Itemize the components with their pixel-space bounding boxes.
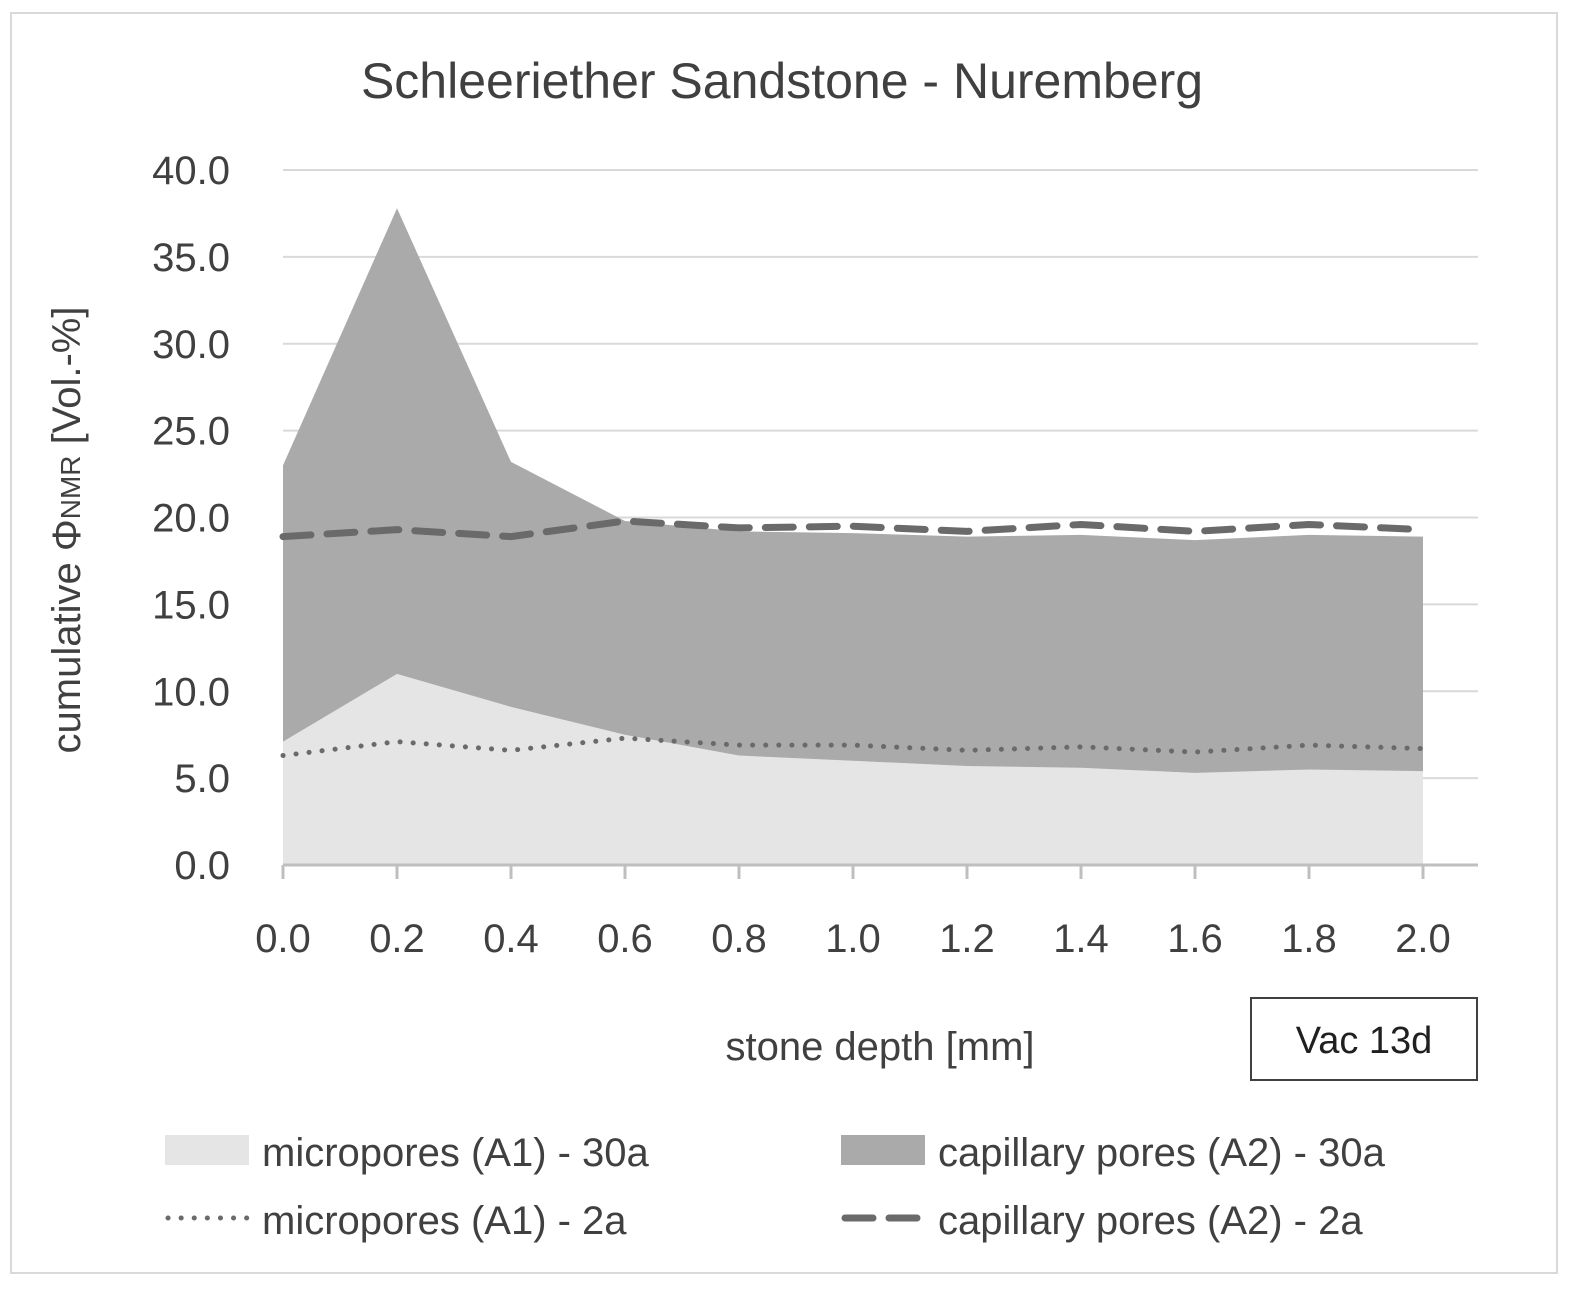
x-tick-label: 1.2 bbox=[939, 917, 995, 961]
legend-item: capillary pores (A2) - 30a bbox=[841, 1131, 1386, 1175]
line-capillary-pores-2a bbox=[279, 517, 1427, 541]
x-tick-label: 1.0 bbox=[825, 917, 881, 961]
x-tick-label: 0.6 bbox=[597, 917, 653, 961]
y-tick-label: 0.0 bbox=[174, 844, 230, 888]
legend: micropores (A1) - 30a capillary pores (A2… bbox=[165, 1131, 1386, 1243]
x-axis-label: stone depth [mm] bbox=[725, 1025, 1034, 1069]
y-tick-label: 20.0 bbox=[152, 497, 230, 541]
annotation-text: Vac 13d bbox=[1296, 1020, 1433, 1062]
y-axis-label-suffix: [Vol.-%] bbox=[45, 307, 89, 456]
x-axis-ticks: 0.0 0.2 0.4 0.6 0.8 1.0 1.2 1.4 1.6 1.8 2.0 bbox=[255, 917, 1451, 961]
y-axis-ticks: 0.0 5.0 10.0 15.0 20.0 25.0 30.0 35.0 40.0 bbox=[152, 149, 230, 888]
y-tick-label: 5.0 bbox=[174, 757, 230, 801]
y-tick-label: 25.0 bbox=[152, 410, 230, 454]
area-micropores-30a bbox=[283, 673, 1423, 865]
x-axis bbox=[281, 863, 1478, 879]
y-tick-label: 40.0 bbox=[152, 149, 230, 193]
x-tick-label: 0.0 bbox=[255, 917, 311, 961]
x-tick-label: 1.6 bbox=[1167, 917, 1223, 961]
x-tick-label: 0.8 bbox=[711, 917, 767, 961]
legend-label: micropores (A1) - 2a bbox=[262, 1199, 627, 1243]
line-series bbox=[279, 517, 1427, 759]
y-tick-label: 15.0 bbox=[152, 583, 230, 627]
area-capillary-pores-30a bbox=[283, 208, 1423, 866]
x-tick-label: 1.4 bbox=[1053, 917, 1109, 961]
chart-title: Schleeriether Sandstone - Nuremberg bbox=[361, 53, 1203, 109]
x-tick-label: 1.8 bbox=[1281, 917, 1337, 961]
legend-label: micropores (A1) - 30a bbox=[262, 1131, 650, 1175]
x-tick-label: 0.4 bbox=[483, 917, 539, 961]
legend-swatch bbox=[165, 1135, 249, 1165]
y-tick-label: 30.0 bbox=[152, 323, 230, 367]
y-tick-label: 35.0 bbox=[152, 236, 230, 280]
legend-swatch bbox=[841, 1135, 925, 1165]
x-tick-label: 0.2 bbox=[369, 917, 425, 961]
legend-item: capillary pores (A2) - 2a bbox=[841, 1199, 1363, 1243]
y-axis-label-prefix: cumulative Φ bbox=[45, 519, 89, 753]
legend-item: micropores (A1) - 2a bbox=[165, 1199, 627, 1243]
annotation-box bbox=[1250, 997, 1478, 1081]
area-series bbox=[283, 208, 1423, 866]
legend-label: capillary pores (A2) - 2a bbox=[938, 1199, 1363, 1243]
x-tick-label: 2.0 bbox=[1395, 917, 1451, 961]
y-axis-label-subscript: NMR bbox=[55, 455, 86, 519]
y-tick-label: 10.0 bbox=[152, 670, 230, 714]
legend-label: capillary pores (A2) - 30a bbox=[938, 1131, 1386, 1175]
legend-item: micropores (A1) - 30a bbox=[165, 1131, 650, 1175]
y-axis-label: cumulative ΦNMR [Vol.-%] bbox=[45, 307, 89, 754]
